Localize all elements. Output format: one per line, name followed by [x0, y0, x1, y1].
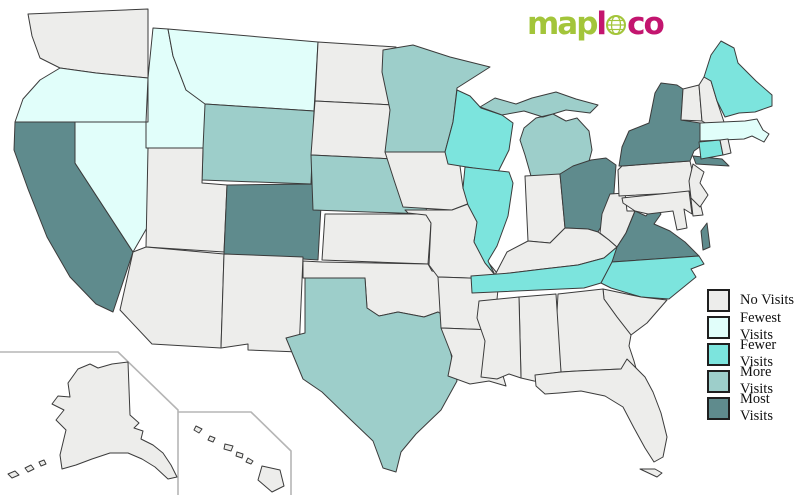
maploco-logo[interactable]: mapl co: [527, 4, 665, 44]
state-nc: [600, 255, 705, 300]
state-ks: [321, 213, 432, 265]
legend-row-more-visits: More Visits: [707, 364, 800, 397]
state-wa: [27, 8, 149, 79]
legend-swatch-fewer-visits: [707, 342, 730, 366]
legend-label-more-visits: More Visits: [740, 364, 773, 397]
hawaii-inset-border: [178, 411, 292, 495]
state-tx: [285, 277, 458, 473]
state-hi: [193, 425, 285, 493]
legend-row-no-visits: No Visits: [707, 288, 800, 312]
state-me: [703, 40, 773, 118]
logo-text-map: map: [527, 6, 598, 42]
legend-label-fewest-visits: Fewest Visits: [740, 310, 782, 343]
state-vt: [680, 84, 703, 122]
state-ak: [7, 361, 178, 480]
state-ma: [699, 118, 770, 143]
state-fl: [534, 358, 668, 478]
inset-borders: [0, 351, 292, 495]
states-layer: [7, 8, 773, 493]
state-md: [621, 190, 693, 231]
legend-swatch-most-visits: [707, 396, 730, 420]
legend-swatch-no-visits: [707, 288, 730, 312]
state-co: [223, 183, 323, 261]
state-sd: [310, 100, 398, 160]
state-az: [119, 246, 225, 349]
legend-label-no-visits: No Visits: [740, 291, 795, 308]
state-al: [518, 293, 562, 384]
legend-label-most-visits: Most Visits: [740, 391, 773, 424]
state-wy: [201, 103, 315, 185]
alaska-inset-border: [0, 351, 179, 495]
legend-row-most-visits: Most Visits: [707, 391, 800, 424]
legend-row-fewer-visits: Fewer Visits: [707, 337, 800, 370]
globe-icon: [606, 15, 627, 35]
state-ms: [476, 296, 522, 380]
state-pa: [617, 160, 698, 197]
legend-swatch-fewest-visits: [707, 315, 730, 339]
state-or: [14, 67, 149, 123]
state-ri: [719, 138, 732, 156]
legend-label-fewer-visits: Fewer Visits: [740, 337, 777, 370]
state-in: [524, 173, 566, 244]
legend-swatch-more-visits: [707, 369, 730, 393]
logo-text-co: co: [627, 6, 665, 42]
state-wi: [444, 89, 514, 173]
state-nj: [688, 163, 709, 208]
state-ct: [698, 139, 724, 160]
state-nv: [74, 121, 149, 253]
state-nm: [220, 253, 304, 353]
state-mi: [479, 91, 599, 178]
legend: No Visits Fewest Visits Fewer Visits Mor…: [707, 288, 800, 424]
logo-text-l: l: [596, 6, 607, 42]
legend-row-fewest-visits: Fewest Visits: [707, 310, 800, 343]
